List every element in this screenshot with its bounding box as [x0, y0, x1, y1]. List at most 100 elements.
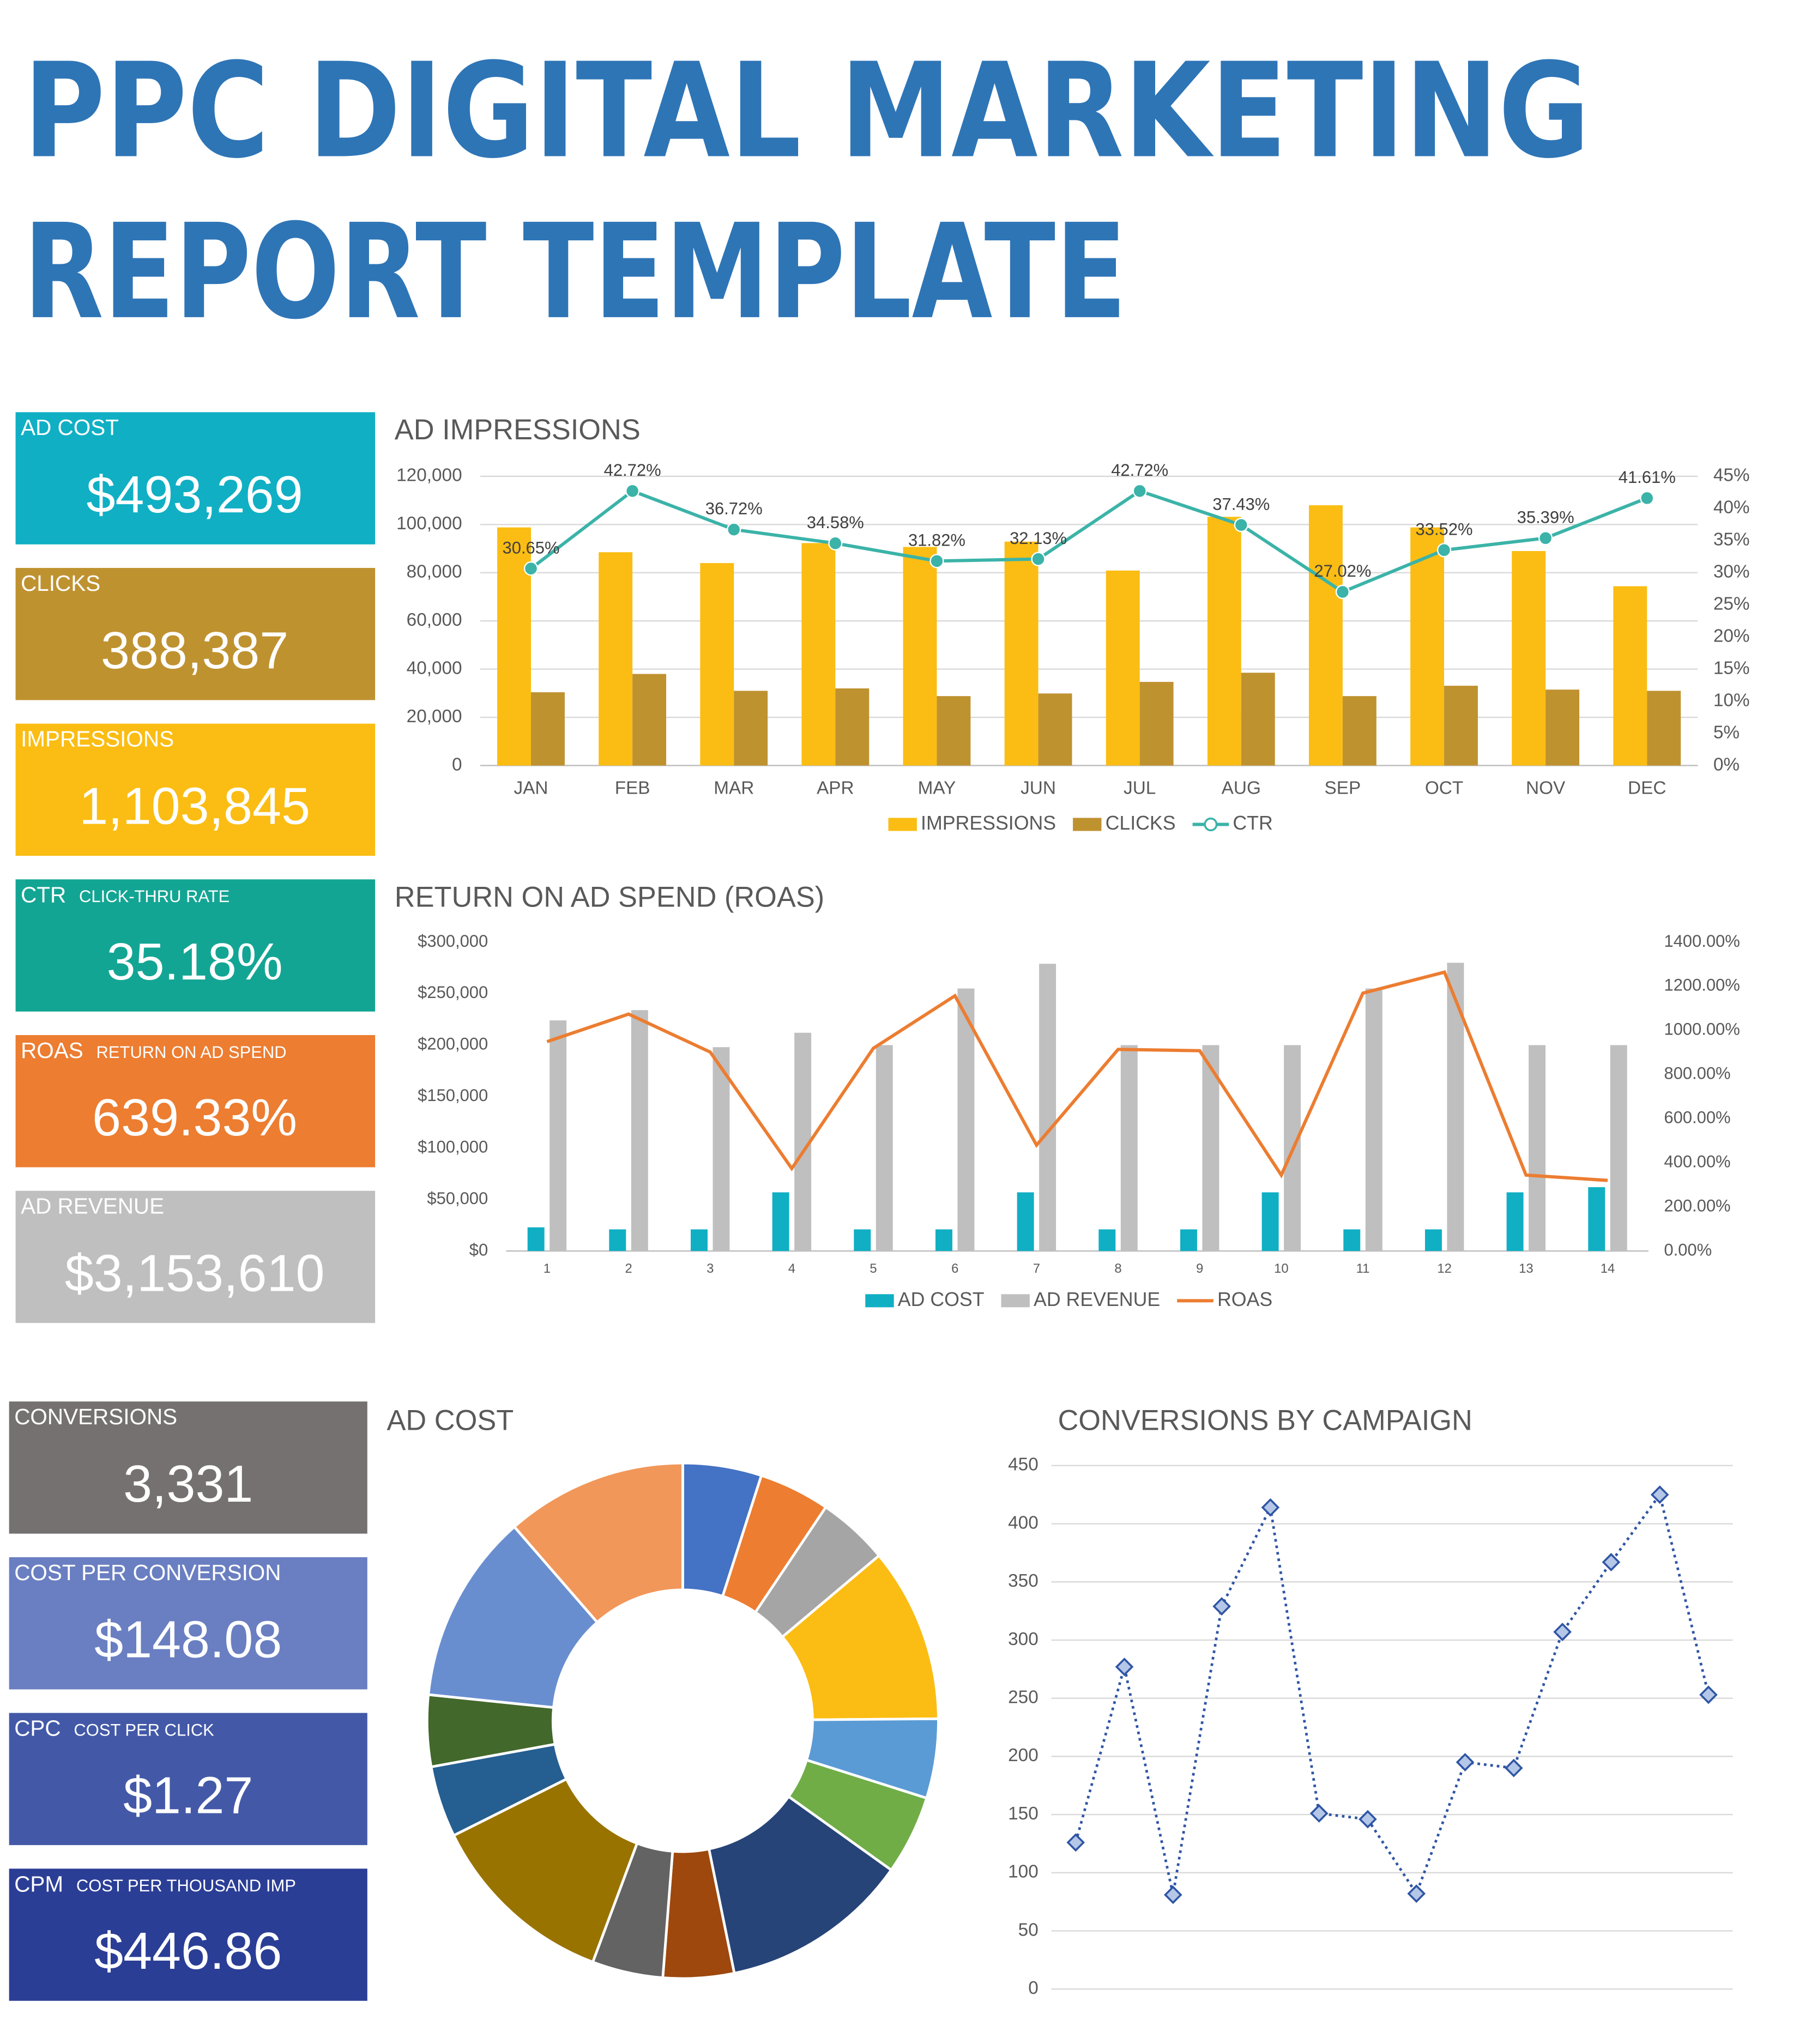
kpi-label: ROAS	[21, 1038, 83, 1063]
bar	[550, 1020, 567, 1251]
donut-slice	[452, 1777, 639, 1964]
bar	[1647, 691, 1681, 766]
donut-slice	[707, 1794, 894, 1975]
legend-label: CTR	[1233, 812, 1272, 834]
y-tick-label: 100	[1008, 1862, 1039, 1882]
bar	[1241, 673, 1275, 766]
x-tick-label: 9	[1196, 1261, 1203, 1276]
y-tick-label: 50	[1018, 1920, 1039, 1940]
bar	[1444, 686, 1478, 766]
legend-swatch	[1204, 817, 1218, 832]
legend-swatch	[1001, 1294, 1030, 1308]
data-label: 35.39%	[1517, 507, 1574, 527]
line-marker	[929, 554, 944, 569]
y-tick-label: 80,000	[407, 561, 462, 582]
line-marker	[1436, 543, 1452, 558]
y2-tick-label: 0.00%	[1664, 1240, 1712, 1259]
bar	[1343, 1229, 1361, 1251]
line-marker	[1538, 530, 1553, 546]
donut-slice	[780, 1553, 940, 1721]
kpi-value: $446.86	[94, 1922, 282, 1980]
line-marker	[1212, 1597, 1231, 1616]
line-marker	[1163, 1885, 1182, 1904]
y-tick-label: 150	[1008, 1804, 1039, 1824]
y-tick-label: $200,000	[418, 1035, 488, 1054]
line-marker	[1602, 1553, 1621, 1571]
bar	[1180, 1229, 1197, 1251]
kpi-label: IMPRESSIONS	[21, 726, 174, 751]
bar	[937, 696, 971, 766]
x-tick-label: SEP	[1325, 778, 1361, 798]
line-marker	[1309, 1804, 1329, 1823]
bar	[1202, 1045, 1220, 1251]
y2-tick-label: 25%	[1713, 594, 1750, 614]
line-marker	[1335, 584, 1350, 600]
line-marker	[523, 561, 539, 576]
line-marker	[1359, 1810, 1377, 1829]
bar	[854, 1229, 871, 1251]
kpi-card	[9, 1713, 367, 1846]
bar	[1004, 541, 1039, 766]
bar	[1410, 527, 1445, 766]
line-marker	[727, 522, 741, 537]
y-tick-label: 250	[1008, 1687, 1039, 1707]
y-tick-label: $150,000	[418, 1086, 488, 1105]
data-label: 42.72%	[604, 461, 661, 480]
bar	[1613, 586, 1647, 766]
kpi-sublabel: COST PER THOUSAND IMP	[76, 1876, 296, 1895]
y-tick-label: 300	[1008, 1629, 1039, 1649]
bar	[1506, 1192, 1524, 1251]
y-tick-label: 400	[1008, 1513, 1039, 1533]
kpi-value: 639.33%	[92, 1088, 297, 1146]
bar	[1529, 1045, 1546, 1251]
x-tick-label: 5	[870, 1261, 877, 1276]
line-marker	[1115, 1658, 1134, 1677]
bar	[527, 1227, 545, 1251]
bar	[497, 527, 532, 766]
bar	[1039, 964, 1057, 1251]
donut-slice	[512, 1461, 684, 1624]
line-marker	[1553, 1623, 1572, 1641]
bar	[632, 674, 667, 766]
kpi-card	[15, 412, 376, 545]
line-marker	[1699, 1685, 1718, 1704]
bar	[1207, 517, 1241, 766]
kpi-label: COST PER CONVERSION	[14, 1560, 281, 1585]
y2-tick-label: 1400.00%	[1664, 932, 1740, 951]
bar	[1139, 682, 1174, 766]
x-tick-label: 4	[788, 1261, 795, 1276]
x-tick-label: 6	[951, 1261, 958, 1276]
y-tick-label: 60,000	[407, 610, 462, 630]
line-marker	[1066, 1833, 1085, 1852]
bar	[876, 1045, 893, 1251]
data-label: 34.58%	[807, 513, 864, 532]
x-tick-label: JUN	[1021, 778, 1056, 798]
line-marker	[1407, 1884, 1426, 1903]
y-tick-label: 200	[1008, 1745, 1039, 1765]
x-tick-label: DEC	[1628, 778, 1666, 798]
x-tick-label: 1	[544, 1261, 551, 1276]
legend-label: CLICKS	[1106, 812, 1176, 834]
legend-label: IMPRESSIONS	[921, 812, 1056, 834]
kpi-value: $1.27	[123, 1766, 253, 1824]
line-marker	[1650, 1485, 1669, 1504]
chart-title: CONVERSIONS BY CAMPAIGN	[1058, 1404, 1472, 1436]
data-label: 37.43%	[1212, 494, 1270, 513]
x-tick-label: MAR	[714, 778, 754, 798]
kpi-value: 3,331	[123, 1455, 253, 1513]
line-marker	[1456, 1753, 1475, 1771]
x-tick-label: JUL	[1124, 778, 1156, 798]
x-tick-label: 10	[1274, 1261, 1288, 1276]
legend-label: AD REVENUE	[1034, 1289, 1160, 1310]
y2-tick-label: 600.00%	[1664, 1108, 1730, 1127]
donut-slice	[427, 1525, 599, 1709]
legend-swatch	[888, 818, 917, 831]
line	[1074, 1491, 1710, 1897]
y-tick-label: 450	[1008, 1455, 1039, 1475]
bar	[1447, 963, 1464, 1251]
y2-tick-label: 15%	[1713, 658, 1750, 678]
line-marker	[1504, 1758, 1523, 1777]
kpi-label: CPC	[14, 1715, 61, 1740]
line-marker	[1640, 491, 1655, 506]
